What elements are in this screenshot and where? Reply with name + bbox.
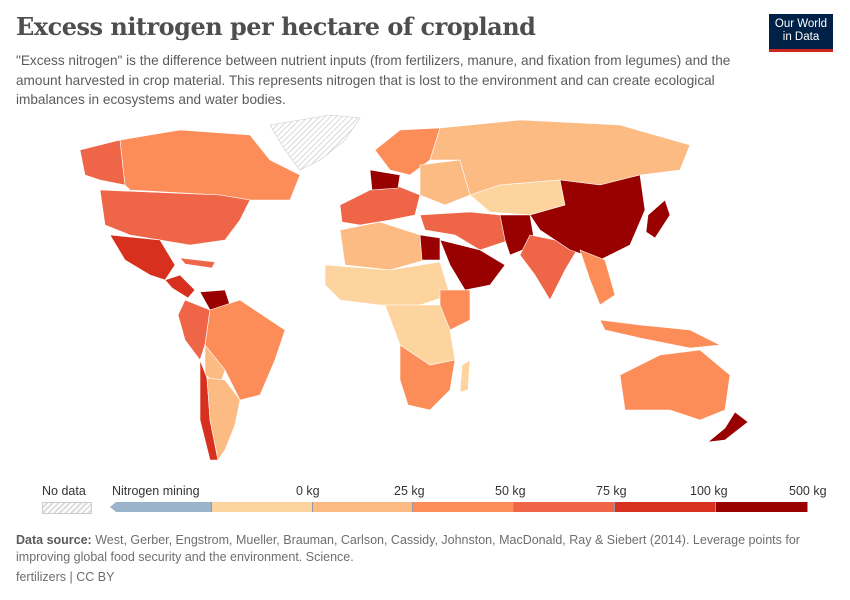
region-japan-korea[interactable] xyxy=(645,199,671,239)
legend-bin-3[interactable] xyxy=(413,502,514,512)
region-new-zealand[interactable] xyxy=(707,411,749,443)
region-australia[interactable] xyxy=(619,349,731,421)
region-eastern-europe[interactable] xyxy=(419,159,471,206)
region-argentina[interactable] xyxy=(206,377,241,461)
region-greenland[interactable] xyxy=(269,114,361,171)
chart-subtitle: "Excess nitrogen" is the difference betw… xyxy=(16,53,731,107)
legend-tick-75: 75 kg xyxy=(596,484,627,498)
region-northwest-europe[interactable] xyxy=(369,169,401,191)
data-source: Data source: West, Gerber, Engstrom, Mue… xyxy=(16,532,806,565)
region-mexico[interactable] xyxy=(109,234,176,281)
region-indonesia[interactable] xyxy=(599,319,722,349)
legend-tick-50: 50 kg xyxy=(495,484,526,498)
legend-bin-2[interactable] xyxy=(313,502,413,512)
legend-no-data-swatch xyxy=(42,502,92,514)
source-text: West, Gerber, Engstrom, Mueller, Brauman… xyxy=(16,533,800,564)
region-turkey-iran[interactable] xyxy=(419,211,511,251)
legend-bin-1[interactable] xyxy=(212,502,313,512)
logo-line-1: Our World xyxy=(774,18,828,30)
region-central-america[interactable] xyxy=(164,274,196,299)
legend-bin-6[interactable] xyxy=(716,502,808,512)
region-southern-africa[interactable] xyxy=(399,344,456,411)
region-southeast-asia[interactable] xyxy=(579,249,616,306)
region-canada[interactable] xyxy=(119,129,301,201)
legend-bin-0[interactable] xyxy=(110,502,212,512)
region-western-europe[interactable] xyxy=(339,184,421,226)
region-north-africa[interactable] xyxy=(339,221,426,271)
legend-tick-500: 500 kg xyxy=(789,484,827,498)
world-map xyxy=(79,114,749,461)
region-madagascar[interactable] xyxy=(459,359,471,393)
legend-mining-label: Nitrogen mining xyxy=(112,484,200,498)
legend-no-data-label: No data xyxy=(42,484,86,498)
region-caribbean[interactable] xyxy=(179,257,216,269)
legend-bin-5[interactable] xyxy=(615,502,716,512)
chart-title: Excess nitrogen per hectare of cropland xyxy=(16,12,536,41)
region-egypt[interactable] xyxy=(419,234,441,261)
source-label: Data source: xyxy=(16,533,92,547)
owid-logo[interactable]: Our World in Data xyxy=(769,14,833,52)
logo-line-2: in Data xyxy=(782,31,820,43)
region-alaska[interactable] xyxy=(79,139,126,186)
legend-bin-4[interactable] xyxy=(514,502,615,512)
legend-tick-0: 0 kg xyxy=(296,484,320,498)
license-text: fertilizers | CC BY xyxy=(16,570,115,584)
region-usa[interactable] xyxy=(99,189,251,246)
legend-tick-100: 100 kg xyxy=(690,484,728,498)
region-arabia[interactable] xyxy=(439,239,506,291)
legend-tick-25: 25 kg xyxy=(394,484,425,498)
